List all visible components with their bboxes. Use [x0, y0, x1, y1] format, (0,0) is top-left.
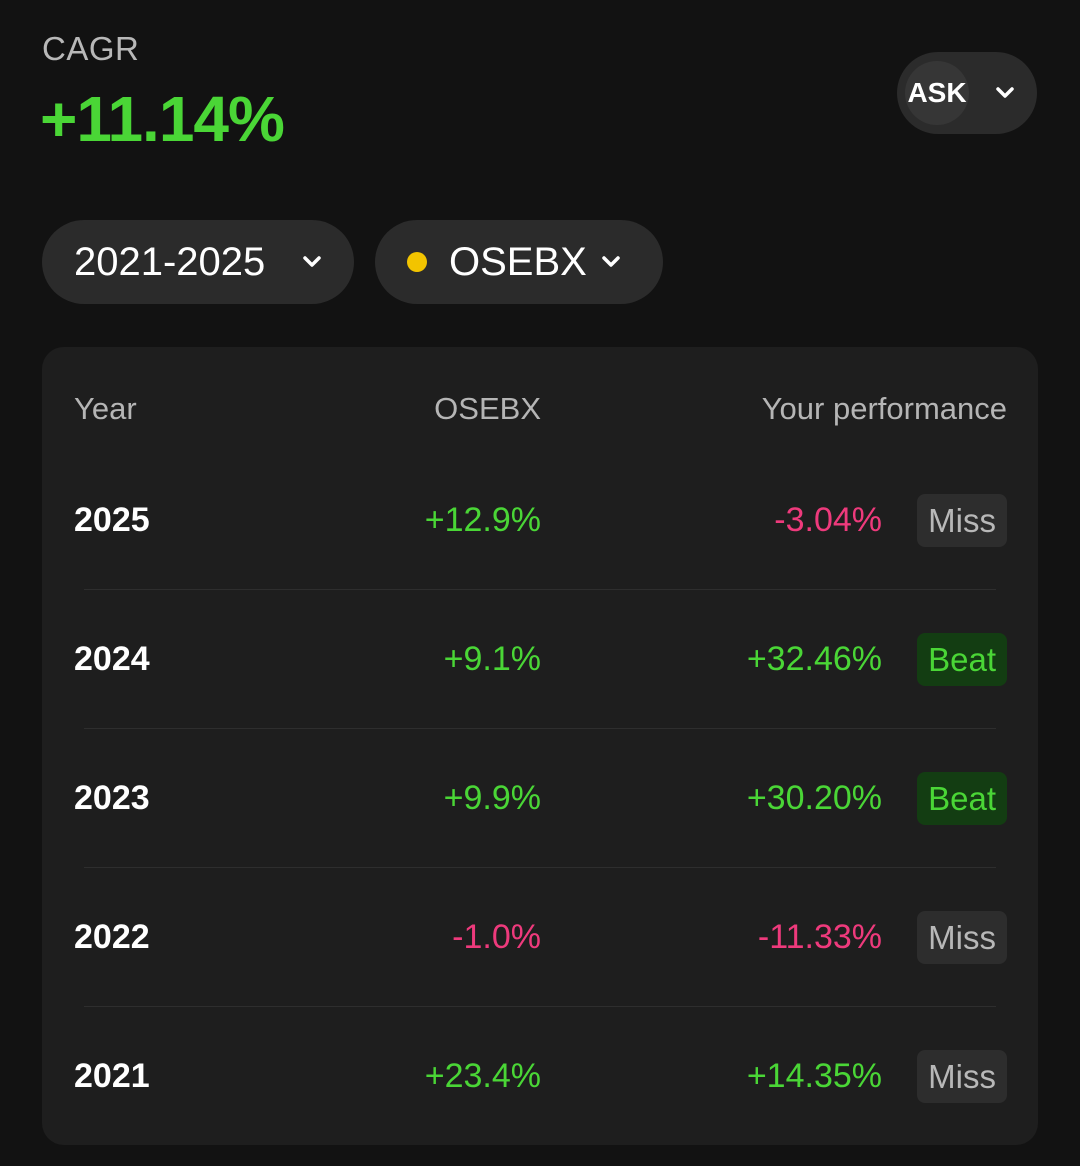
table-row: 2023 +9.9% +30.20% Beat — [42, 729, 1038, 868]
table-row: 2024 +9.1% +32.46% Beat — [42, 590, 1038, 729]
benchmark-color-dot — [407, 252, 427, 272]
cagr-value: +11.14% — [40, 83, 285, 155]
row-year: 2023 — [74, 779, 150, 817]
row-index-return: +12.9% — [424, 501, 541, 539]
year-range-dropdown[interactable]: 2021-2025 — [42, 220, 354, 304]
row-index-return: -1.0% — [452, 918, 541, 956]
chevron-down-icon — [602, 256, 620, 267]
result-badge: Beat — [917, 633, 1007, 686]
ask-label: ASK — [907, 77, 967, 108]
row-divider — [84, 589, 996, 590]
table-row: 2021 +23.4% +14.35% Miss — [42, 1007, 1038, 1146]
row-performance: -3.04% — [774, 501, 882, 539]
result-badge: Beat — [917, 772, 1007, 825]
result-badge: Miss — [917, 494, 1007, 547]
row-performance: +32.46% — [746, 640, 882, 678]
row-divider — [84, 867, 996, 868]
result-badge: Miss — [917, 1050, 1007, 1103]
performance-table: Year OSEBX Your performance 2025 +12.9% … — [42, 347, 1038, 1145]
chevron-down-icon — [996, 87, 1014, 98]
row-index-return: +9.9% — [443, 779, 541, 817]
chevron-down-icon — [303, 256, 321, 267]
table-row: 2025 +12.9% -3.04% Miss — [42, 451, 1038, 590]
row-year: 2025 — [74, 501, 150, 539]
row-performance: +30.20% — [746, 779, 882, 817]
cagr-label: CAGR — [42, 30, 140, 67]
row-year: 2022 — [74, 918, 150, 956]
ask-avatar-circle — [905, 61, 969, 125]
ask-button[interactable]: ASK — [897, 52, 1037, 134]
row-index-return: +23.4% — [424, 1057, 541, 1095]
row-divider — [84, 1006, 996, 1007]
row-index-return: +9.1% — [443, 640, 541, 678]
column-header-index: OSEBX — [434, 391, 541, 426]
row-year: 2024 — [74, 640, 150, 678]
row-performance: -11.33% — [757, 918, 882, 956]
benchmark-index-dropdown[interactable]: OSEBX — [375, 220, 663, 304]
benchmark-index-label: OSEBX — [449, 240, 587, 284]
result-badge: Miss — [917, 911, 1007, 964]
row-divider — [84, 728, 996, 729]
table-row: 2022 -1.0% -11.33% Miss — [42, 868, 1038, 1007]
row-year: 2021 — [74, 1057, 150, 1095]
column-header-performance: Your performance — [761, 391, 1007, 426]
row-performance: +14.35% — [746, 1057, 882, 1095]
column-header-year: Year — [74, 391, 137, 426]
year-range-label: 2021-2025 — [74, 240, 266, 284]
